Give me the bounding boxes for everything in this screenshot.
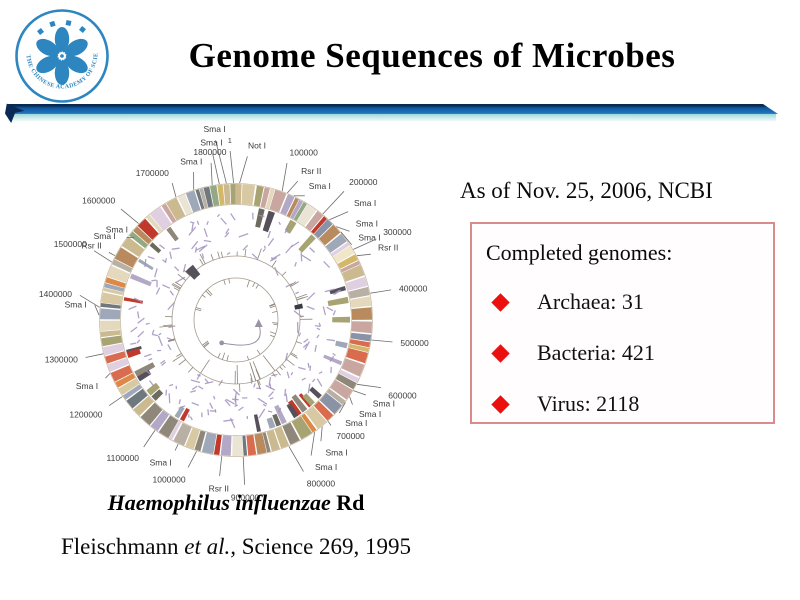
svg-text:Sma I: Sma I bbox=[180, 156, 202, 166]
svg-text:Sma I: Sma I bbox=[373, 399, 395, 409]
stat-item-virus: Virus: 2118 bbox=[488, 389, 773, 419]
stat-item-label: Virus: 2118 bbox=[537, 391, 640, 416]
svg-text:Sma I: Sma I bbox=[76, 381, 98, 391]
svg-text:1400000: 1400000 bbox=[39, 289, 72, 299]
svg-text:600000: 600000 bbox=[388, 391, 417, 401]
svg-text:Sma I: Sma I bbox=[65, 299, 87, 309]
stat-item-label: Archaea: 31 bbox=[537, 289, 644, 314]
genome-caption: Haemophilus influenzae Rd bbox=[56, 490, 416, 516]
reference-journal: Science 269, 1995 bbox=[236, 534, 412, 559]
svg-text:Sma I: Sma I bbox=[203, 126, 225, 134]
bullet-diamond-icon bbox=[491, 394, 510, 414]
svg-text:Rsr II: Rsr II bbox=[209, 484, 229, 494]
svg-text:Rsr II: Rsr II bbox=[301, 166, 321, 176]
svg-text:1500000: 1500000 bbox=[54, 239, 87, 249]
svg-text:Sma I: Sma I bbox=[345, 418, 367, 428]
svg-text:Rsr II: Rsr II bbox=[81, 241, 101, 251]
stats-heading: Completed genomes: bbox=[486, 240, 673, 265]
svg-text:1: 1 bbox=[228, 136, 232, 145]
cas-logo-icon: THE CHINESE ACADEMY OF SCIENCES bbox=[12, 4, 109, 103]
svg-text:Sma I: Sma I bbox=[150, 457, 172, 467]
stats-list: Archaea: 31 Bacteria: 421 Virus: 2118 bbox=[472, 287, 773, 419]
page-title: Genome Sequences of Microbes bbox=[188, 36, 676, 75]
svg-text:Sma I: Sma I bbox=[356, 218, 378, 228]
svg-text:Sma I: Sma I bbox=[354, 198, 376, 208]
svg-text:1600000: 1600000 bbox=[82, 195, 115, 205]
svg-text:900000: 900000 bbox=[231, 492, 260, 502]
svg-text:100000: 100000 bbox=[290, 148, 319, 158]
svg-text:Sma I: Sma I bbox=[358, 233, 380, 243]
svg-text:Sma I: Sma I bbox=[326, 447, 348, 457]
reference-line: Fleischmann et al., Science 269, 1995 bbox=[16, 534, 456, 560]
svg-text:400000: 400000 bbox=[399, 283, 428, 293]
cas-logo: THE CHINESE ACADEMY OF SCIENCES bbox=[12, 4, 110, 104]
svg-text:1300000: 1300000 bbox=[45, 354, 78, 364]
svg-text:Sma I: Sma I bbox=[359, 409, 381, 419]
strain-name: Rd bbox=[330, 490, 365, 515]
svg-text:1700000: 1700000 bbox=[136, 168, 169, 178]
svg-text:300000: 300000 bbox=[383, 227, 412, 237]
divider-bar bbox=[8, 104, 778, 114]
svg-text:Sma I: Sma I bbox=[94, 231, 116, 241]
stat-item-archaea: Archaea: 31 bbox=[488, 287, 773, 317]
svg-text:1800000: 1800000 bbox=[193, 147, 226, 157]
svg-text:Rsr II: Rsr II bbox=[378, 243, 398, 253]
svg-text:1200000: 1200000 bbox=[69, 410, 102, 420]
bullet-diamond-icon bbox=[491, 343, 510, 363]
svg-text:500000: 500000 bbox=[400, 338, 429, 348]
svg-text:Sma I: Sma I bbox=[106, 225, 128, 235]
divider-fade bbox=[8, 114, 776, 122]
bullet-diamond-icon bbox=[491, 292, 510, 312]
svg-text:800000: 800000 bbox=[307, 479, 336, 489]
svg-text:700000: 700000 bbox=[336, 431, 365, 441]
stats-box: Completed genomes: Archaea: 31 Bacteria:… bbox=[470, 222, 775, 424]
date-line: As of Nov. 25, 2006, NCBI bbox=[460, 178, 713, 203]
stat-item-bacteria: Bacteria: 421 bbox=[488, 338, 773, 368]
reference-authors: Fleischmann bbox=[60, 534, 185, 559]
svg-text:1100000: 1100000 bbox=[107, 453, 140, 463]
stat-item-label: Bacteria: 421 bbox=[537, 340, 655, 365]
reference-etal: et al., bbox=[184, 534, 237, 559]
svg-text:Sma I: Sma I bbox=[309, 181, 331, 191]
svg-text:Sma I: Sma I bbox=[200, 138, 222, 148]
species-name: Haemophilus influenzae bbox=[107, 490, 331, 515]
svg-text:1000000: 1000000 bbox=[153, 475, 186, 485]
svg-text:Not I: Not I bbox=[248, 140, 266, 150]
svg-text:200000: 200000 bbox=[349, 177, 378, 187]
svg-text:Sma I: Sma I bbox=[315, 462, 337, 472]
